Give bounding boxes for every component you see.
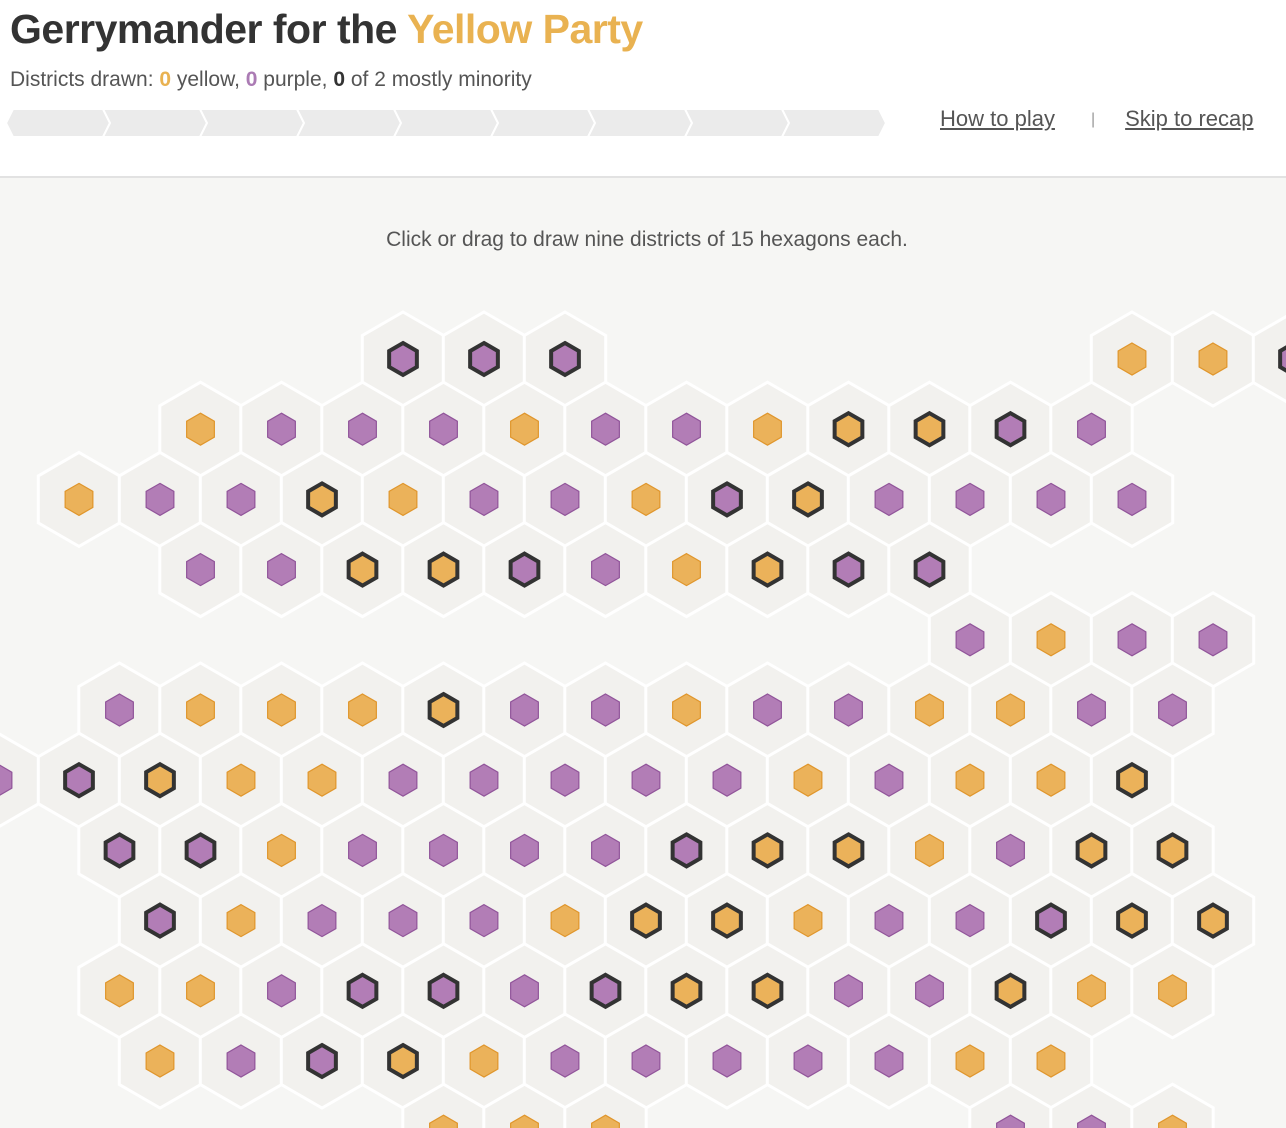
link-separator: | <box>1090 111 1096 128</box>
progress-segment <box>198 108 306 138</box>
purple-label: purple, <box>257 68 334 91</box>
progress-segment <box>489 108 597 138</box>
hex-cell[interactable] <box>1130 1082 1215 1128</box>
header-links: How to play | Skip to recap <box>940 106 1254 132</box>
yellow-count: 0 <box>159 68 172 91</box>
game-board-area: Click or drag to draw nine districts of … <box>0 178 1286 1128</box>
minority-count: 0 <box>333 68 346 91</box>
districts-status: Districts drawn: 0 yellow, 0 purple, 0 o… <box>10 68 532 92</box>
purple-count: 0 <box>245 68 258 91</box>
title-text: Gerrymander for the <box>10 6 408 52</box>
district-progress-bar <box>6 108 886 138</box>
hex-grid[interactable] <box>0 178 1286 1128</box>
minority-label: of 2 mostly minority <box>345 68 532 91</box>
status-prefix: Districts drawn: <box>10 68 160 91</box>
page-title: Gerrymander for the Yellow Party <box>10 6 643 53</box>
title-party: Yellow Party <box>407 6 643 52</box>
hex-cell[interactable] <box>1251 312 1286 406</box>
yellow-label: yellow, <box>171 68 246 91</box>
progress-segment <box>295 108 403 138</box>
skip-to-recap-link[interactable]: Skip to recap <box>1125 106 1254 131</box>
instruction-text: Click or drag to draw nine districts of … <box>386 228 908 251</box>
progress-segment <box>683 108 791 138</box>
hex-cell[interactable] <box>0 732 41 828</box>
progress-segment <box>780 108 886 138</box>
how-to-play-link[interactable]: How to play <box>940 106 1055 131</box>
progress-segment <box>586 108 694 138</box>
progress-segment <box>6 108 112 138</box>
hex-cell[interactable] <box>36 450 122 549</box>
hex-cell[interactable] <box>563 1082 648 1128</box>
header: Gerrymander for the Yellow Party Distric… <box>0 0 1286 178</box>
progress-segment <box>101 108 209 138</box>
progress-segment <box>392 108 500 138</box>
hex-cell[interactable] <box>1170 310 1256 408</box>
